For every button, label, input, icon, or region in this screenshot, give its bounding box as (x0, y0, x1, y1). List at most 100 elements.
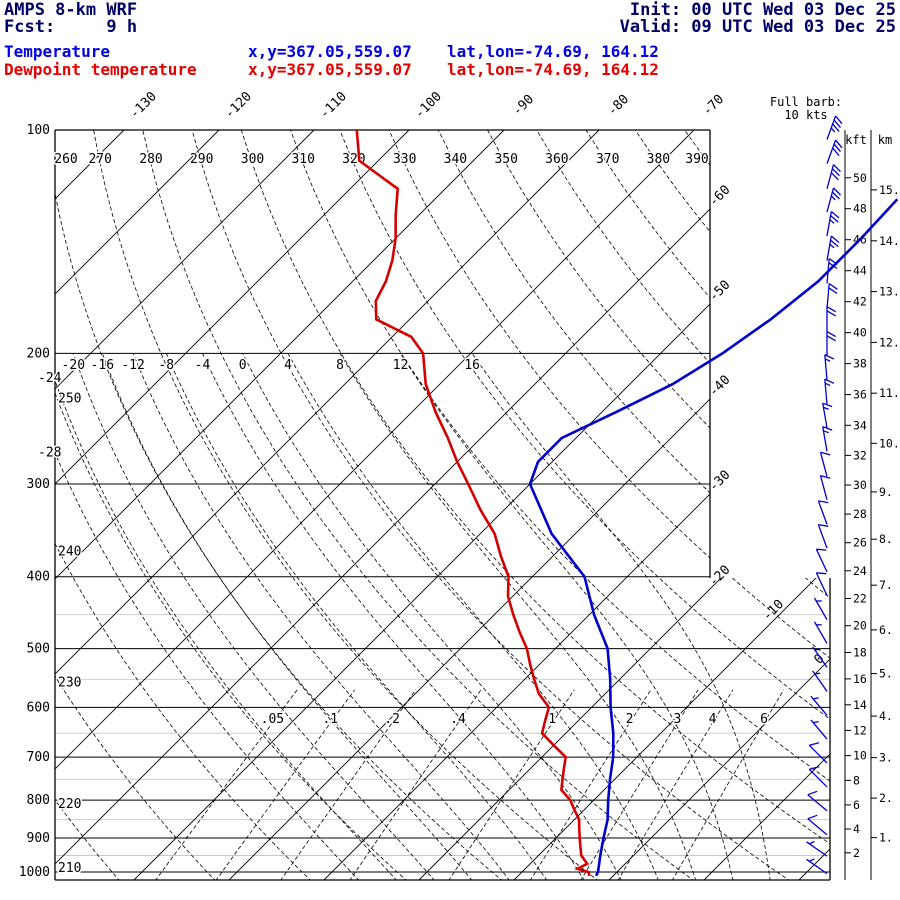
kft-scale-header: kft (845, 133, 867, 147)
wind-barb-half (814, 672, 821, 675)
wind-barb-half (824, 358, 831, 362)
wind-barb-feather (826, 335, 837, 342)
dry-adiabat-line (339, 130, 830, 880)
mixing-ratio-line (617, 689, 734, 880)
km-tick-label: 1. (879, 831, 893, 845)
pressure-label: 300 (27, 477, 50, 492)
kft-tick-label: 28 (853, 507, 867, 521)
isotherm-line (55, 130, 600, 880)
moist-adiabat-label: 8 (336, 358, 344, 373)
pressure-label: 500 (27, 642, 50, 657)
wind-barb-shaft (817, 500, 828, 525)
wind-barb-shaft (817, 524, 828, 549)
dry-adiabat-line (142, 130, 696, 880)
wind-barb-feather (818, 500, 829, 504)
dry-adiabat-label: 280 (139, 152, 162, 167)
kft-tick-label: 26 (853, 536, 867, 550)
mixing-ratio-label: 2 (626, 712, 634, 727)
wind-barb-shaft (826, 235, 832, 261)
wind-barb-shaft (807, 794, 828, 812)
dry-adiabat-line (55, 130, 217, 880)
wind-barb-feather (820, 474, 831, 479)
kft-tick-label: 2 (853, 846, 860, 860)
wind-barb-shaft (822, 403, 828, 428)
kft-tick-label: 10 (853, 749, 867, 763)
dry-adiabat-left-label: 220 (58, 797, 81, 812)
forecast-hour: Fcst: 9 h (4, 17, 137, 37)
km-tick-label: 10. (879, 436, 900, 450)
pressure-label: 400 (27, 570, 50, 585)
pressure-label: 700 (27, 750, 50, 765)
wind-barb-shaft (808, 768, 828, 788)
kft-tick-label: 16 (853, 672, 867, 686)
mixing-ratio-lines (154, 689, 785, 880)
dry-adiabat-label: 270 (88, 152, 111, 167)
wind-barb-shaft (824, 379, 828, 405)
wind-barb-half (813, 720, 819, 724)
kft-tick-label: 38 (853, 357, 867, 371)
wind-barb-feather (826, 306, 837, 313)
wind-barb-feather (833, 143, 841, 153)
barb-legend-line1: Full barb: (770, 95, 842, 109)
kft-tick-label: 22 (853, 592, 867, 606)
isotherm-top-label: -70 (700, 92, 727, 119)
dry-adiabat-line (437, 130, 830, 880)
isotherm-line (228, 130, 830, 880)
kft-tick-label: 36 (853, 388, 867, 402)
wind-barb-feather (832, 147, 840, 157)
pressure-label: 200 (27, 346, 50, 361)
pressure-lines (55, 130, 830, 873)
pressure-label: 1000 (19, 865, 50, 880)
km-tick-label: 8. (879, 532, 893, 546)
kft-tick-label: 40 (853, 326, 867, 340)
dewpoint-curve (355, 129, 591, 877)
dry-adiabat-line (0, 130, 25, 882)
dry-adiabat-label: 350 (494, 152, 517, 167)
mixing-ratio-label: .1 (322, 712, 338, 727)
wind-barb-shaft (807, 818, 828, 836)
km-tick-label: 4. (879, 709, 893, 723)
kft-tick-label: 50 (853, 171, 867, 185)
wind-barb-shaft (822, 426, 828, 452)
wind-barb-feather (830, 239, 839, 248)
dry-adiabat-label: 330 (393, 152, 416, 167)
moist-adiabat-left-label: -28 (38, 446, 61, 461)
kft-tick-label: 20 (853, 619, 867, 633)
wind-barb-shaft (819, 452, 828, 477)
plot-area (0, 130, 830, 882)
wind-barb-feather (830, 172, 839, 181)
wind-barb-feather (833, 164, 841, 173)
km-tick-label: 12. (879, 335, 900, 349)
isotherm-line (608, 130, 830, 880)
wind-barb-half (829, 219, 835, 224)
isotherm-top-label: -100 (412, 89, 445, 122)
moist-adiabat-line (55, 452, 360, 880)
dry-adiabat-label: 340 (444, 152, 467, 167)
wind-barb-feather (826, 310, 837, 317)
isotherm-line (55, 130, 220, 880)
dry-adiabat-label: 320 (342, 152, 365, 167)
moist-adiabat-line (55, 378, 398, 880)
wind-barb-half (823, 406, 829, 410)
legend-temperature-xy: x,y=367.05,559.07 (248, 42, 412, 61)
moist-adiabat-line (339, 353, 697, 880)
init-time: Init: 00 UTC Wed 03 Dec 25 (630, 0, 896, 20)
isotherm-line (55, 130, 695, 880)
moist-adiabat-label: -4 (195, 358, 211, 373)
kft-tick-label: 24 (853, 564, 867, 578)
isotherm-line (703, 130, 830, 880)
wind-barb-feather (835, 139, 843, 149)
kft-tick-label: 30 (853, 478, 867, 492)
dry-adiabat-line (290, 130, 830, 880)
isotherm-top-label: -130 (127, 89, 160, 122)
moist-adiabat-label: 12 (393, 358, 409, 373)
dry-adiabat-label: 360 (545, 152, 568, 167)
legend-temperature-label: Temperature (4, 42, 110, 61)
isotherm-line (55, 130, 790, 880)
dry-adiabat-line (487, 130, 830, 880)
dry-adiabat-label: 370 (596, 152, 619, 167)
legend-dewpoint-latlon: lat,lon=-74.69, 164.12 (447, 60, 659, 79)
barb-legend-line2: 10 kts (784, 108, 827, 122)
wind-barb-feather (833, 119, 841, 129)
isotherm-line (323, 130, 830, 880)
